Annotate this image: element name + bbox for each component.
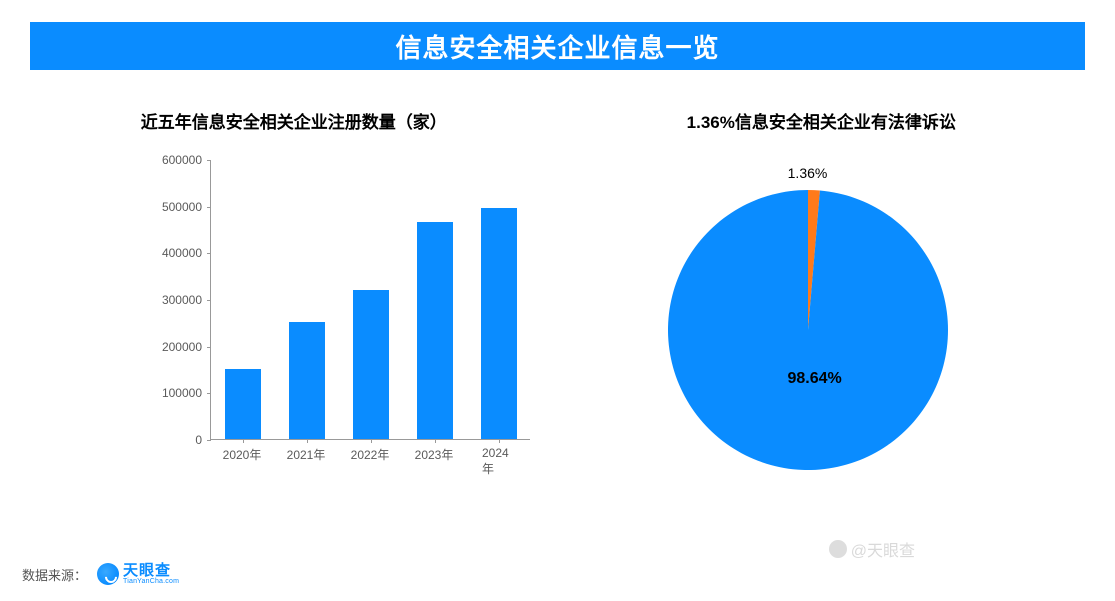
bar-chart-y-tick-label: 400000 <box>162 246 202 260</box>
pie-chart-wrap: 1.36% 98.64% <box>653 175 963 485</box>
pie-chart-svg <box>653 175 963 485</box>
bar-chart-x-axis: 2020年2021年2022年2023年2024年 <box>210 440 530 470</box>
footer: 数据来源： 天眼查 TianYanCha.com <box>22 563 179 585</box>
pie-slice-label-big: 98.64% <box>788 370 842 388</box>
pie-slice-label-small: 1.36% <box>788 165 828 181</box>
bar-chart-y-tickmark <box>207 160 211 161</box>
bar-chart-y-tick-label: 300000 <box>162 293 202 307</box>
bar-chart-x-label: 2021年 <box>287 446 326 463</box>
bar-chart-y-tick-label: 0 <box>195 433 202 447</box>
bar-chart-y-tick-label: 200000 <box>162 340 202 354</box>
bar-chart-bar <box>353 290 388 439</box>
bar-chart-x-label: 2023年 <box>415 446 454 463</box>
bar-chart: 近五年信息安全相关企业注册数量（家） 0 100000 200000 300000 40… <box>30 100 558 541</box>
footer-source-label: 数据来源： <box>22 565 87 584</box>
bar-chart-y-tickmark <box>207 393 211 394</box>
bar-chart-plot-area <box>210 160 530 440</box>
weibo-icon <box>829 540 847 558</box>
bar-chart-bar <box>225 369 260 439</box>
bar-chart-y-tick-label: 500000 <box>162 200 202 214</box>
bar-chart-x-label: 2024年 <box>482 446 514 477</box>
bar-chart-x-label: 2020年 <box>223 446 262 463</box>
pie-chart: 1.36%信息安全相关企业有法律诉讼 1.36% 98.64% <box>558 100 1086 541</box>
tianyancha-text: 天眼查 TianYanCha.com <box>123 563 179 585</box>
bar-chart-y-tick-label: 100000 <box>162 386 202 400</box>
bar-chart-y-tick-label: 600000 <box>162 153 202 167</box>
bar-chart-y-tickmark <box>207 347 211 348</box>
bar-chart-y-tickmark <box>207 300 211 301</box>
pie-chart-title: 1.36%信息安全相关企业有法律诉讼 <box>558 108 1086 133</box>
page-title: 信息安全相关企业信息一览 <box>395 28 719 65</box>
bar-chart-bar <box>417 222 452 439</box>
tianyancha-cn: 天眼查 <box>123 563 179 578</box>
bar-chart-bar <box>481 208 516 439</box>
bar-chart-y-tickmark <box>207 207 211 208</box>
pie-slice <box>668 190 948 470</box>
header-bar: 信息安全相关企业信息一览 <box>30 22 1085 70</box>
tianyancha-icon <box>97 563 119 585</box>
tianyancha-logo: 天眼查 TianYanCha.com <box>97 563 179 585</box>
bar-chart-y-tickmark <box>207 253 211 254</box>
bar-chart-x-label: 2022年 <box>351 446 390 463</box>
charts-row: 近五年信息安全相关企业注册数量（家） 0 100000 200000 300000 40… <box>30 100 1085 541</box>
bar-chart-bar <box>289 322 324 439</box>
tianyancha-en: TianYanCha.com <box>123 578 179 585</box>
bar-chart-plot: 0100000200000300000400000500000600000 20… <box>150 160 530 470</box>
bar-chart-y-axis: 0100000200000300000400000500000600000 <box>150 160 210 440</box>
bar-chart-title: 近五年信息安全相关企业注册数量（家） <box>30 108 558 133</box>
